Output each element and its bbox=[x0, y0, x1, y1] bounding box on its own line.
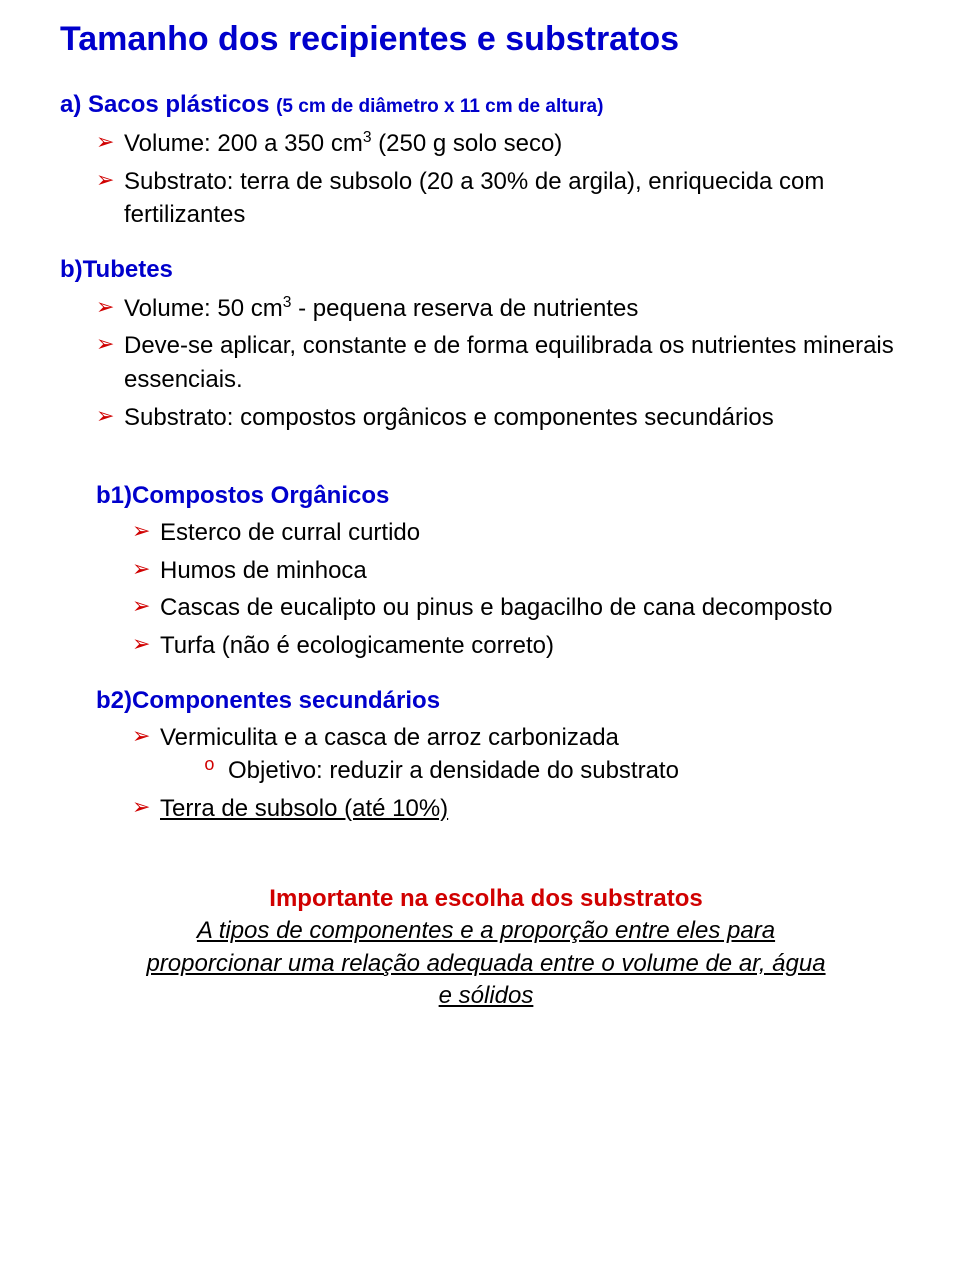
item-text-pre: Volume: 200 a 350 cm bbox=[124, 130, 363, 157]
list-item: Terra de subsolo (até 10%) bbox=[132, 792, 912, 826]
section-a-main: a) Sacos plásticos bbox=[60, 91, 276, 118]
list-item: Volume: 200 a 350 cm3 (250 g solo seco) bbox=[96, 127, 912, 161]
list-item: Deve-se aplicar, constante e de forma eq… bbox=[96, 329, 912, 396]
list-item: Humos de minhoca bbox=[132, 554, 912, 588]
list-item: Turfa (não é ecologicamente correto) bbox=[132, 629, 912, 663]
item-text: Vermiculita e a casca de arroz carboniza… bbox=[160, 724, 619, 751]
footer-line3: e sólidos bbox=[439, 982, 534, 1009]
section-b1-list: Esterco de curral curtido Humos de minho… bbox=[132, 516, 912, 662]
item-sup: 3 bbox=[363, 129, 372, 146]
section-b2-label: b2)Componentes secundários bbox=[96, 687, 912, 715]
section-b-label: b)Tubetes bbox=[60, 256, 912, 284]
section-b1-label: b1)Compostos Orgânicos bbox=[96, 482, 912, 510]
item-text-pre: Volume: 50 cm bbox=[124, 295, 283, 322]
section-b-list: Volume: 50 cm3 - pequena reserva de nutr… bbox=[96, 292, 912, 434]
footer-block: Importante na escolha dos substratos A t… bbox=[60, 885, 912, 1012]
page-title: Tamanho dos recipientes e substratos bbox=[60, 20, 912, 59]
sub-list: Objetivo: reduzir a densidade do substra… bbox=[204, 754, 912, 788]
footer-title: Importante na escolha dos substratos bbox=[60, 885, 912, 913]
list-item: Cascas de eucalipto ou pinus e bagacilho… bbox=[132, 591, 912, 625]
footer-line1: A tipos de componentes e a proporção ent… bbox=[197, 917, 775, 944]
list-item: Substrato: terra de subsolo (20 a 30% de… bbox=[96, 165, 912, 232]
section-a-paren: (5 cm de diâmetro x 11 cm de altura) bbox=[276, 96, 603, 117]
list-item: Substrato: compostos orgânicos e compone… bbox=[96, 401, 912, 435]
section-a-label: a) Sacos plásticos (5 cm de diâmetro x 1… bbox=[60, 91, 912, 119]
section-b2-list: Vermiculita e a casca de arroz carboniza… bbox=[132, 721, 912, 826]
sub-list-item: Objetivo: reduzir a densidade do substra… bbox=[204, 754, 912, 788]
footer-line2: proporcionar uma relação adequada entre … bbox=[146, 950, 825, 977]
footer-body: A tipos de componentes e a proporção ent… bbox=[60, 915, 912, 1012]
item-text-post: - pequena reserva de nutrientes bbox=[291, 295, 638, 322]
list-item: Esterco de curral curtido bbox=[132, 516, 912, 550]
section-a-list: Volume: 200 a 350 cm3 (250 g solo seco) … bbox=[96, 127, 912, 232]
item-text-underline: Terra de subsolo (até 10%) bbox=[160, 795, 448, 822]
list-item: Vermiculita e a casca de arroz carboniza… bbox=[132, 721, 912, 788]
item-text-post: (250 g solo seco) bbox=[372, 130, 563, 157]
list-item: Volume: 50 cm3 - pequena reserva de nutr… bbox=[96, 292, 912, 326]
